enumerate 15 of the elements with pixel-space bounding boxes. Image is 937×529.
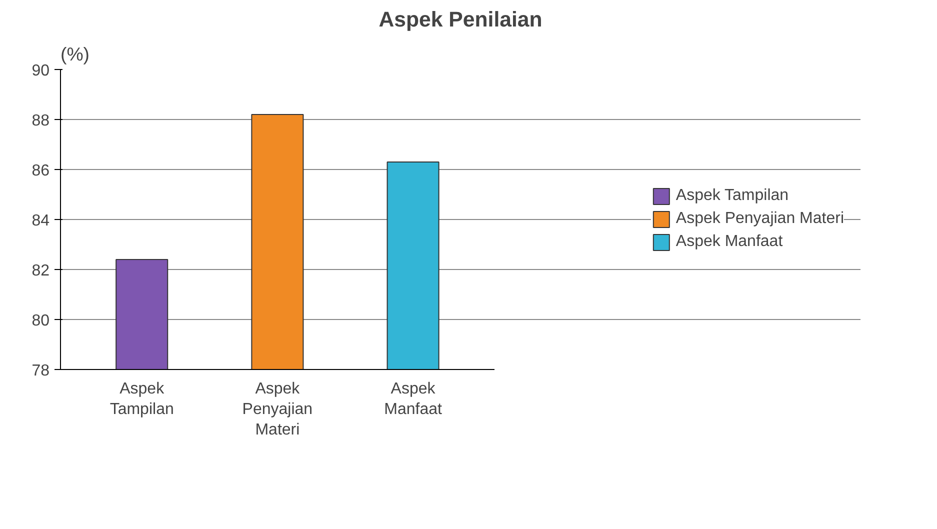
y-tick-label: 86 <box>32 162 50 180</box>
y-axis-title: (%) <box>60 44 90 64</box>
y-tick-label: 82 <box>32 262 50 280</box>
x-tick-label: Aspek Tampilan <box>110 380 174 418</box>
y-tick-label: 80 <box>32 312 50 330</box>
y-tick-label: 78 <box>32 362 50 380</box>
legend-label: Aspek Manfaat <box>676 233 783 251</box>
y-tick-label: 88 <box>32 112 50 130</box>
legend-label: Aspek Tampilan <box>676 187 789 205</box>
y-tick-label: 84 <box>32 212 50 230</box>
x-tick-label: Aspek Manfaat <box>384 380 443 418</box>
y-tick-label: 90 <box>32 62 50 80</box>
chart-title: Aspek Penilaian <box>378 8 542 32</box>
x-tick-label: Aspek Penyajian Materi <box>242 380 313 438</box>
legend-label: Aspek Penyajian Materi <box>676 210 844 228</box>
